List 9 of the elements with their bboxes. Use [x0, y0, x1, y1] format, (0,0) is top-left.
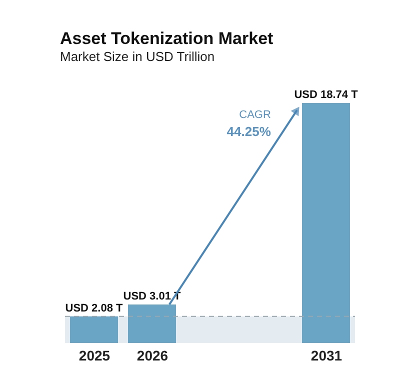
x-tick-label: 2025	[78, 348, 110, 364]
annotation: CAGR	[239, 109, 271, 121]
chart-title: Asset Tokenization Market	[60, 29, 274, 48]
data-label: USD 18.74 T	[294, 89, 358, 101]
data-label: USD 2.08 T	[65, 302, 124, 314]
chart-subtitle: Market Size in USD Trillion	[60, 49, 215, 64]
x-tick-label: 2031	[310, 348, 342, 364]
annotation: 44.25%	[226, 124, 272, 139]
x-tick-label: 2026	[136, 348, 168, 364]
